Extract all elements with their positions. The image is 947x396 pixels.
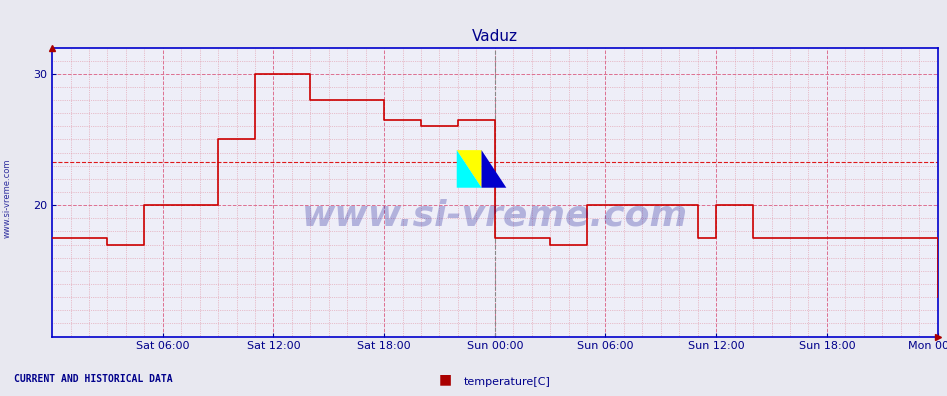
Polygon shape bbox=[481, 150, 507, 188]
Text: www.si-vreme.com: www.si-vreme.com bbox=[302, 198, 688, 232]
Text: www.si-vreme.com: www.si-vreme.com bbox=[3, 158, 12, 238]
Title: Vaduz: Vaduz bbox=[472, 29, 518, 44]
Polygon shape bbox=[456, 150, 481, 188]
Text: CURRENT AND HISTORICAL DATA: CURRENT AND HISTORICAL DATA bbox=[14, 374, 173, 384]
Polygon shape bbox=[456, 150, 481, 188]
Text: ■: ■ bbox=[438, 372, 452, 386]
Text: temperature[C]: temperature[C] bbox=[464, 377, 551, 387]
